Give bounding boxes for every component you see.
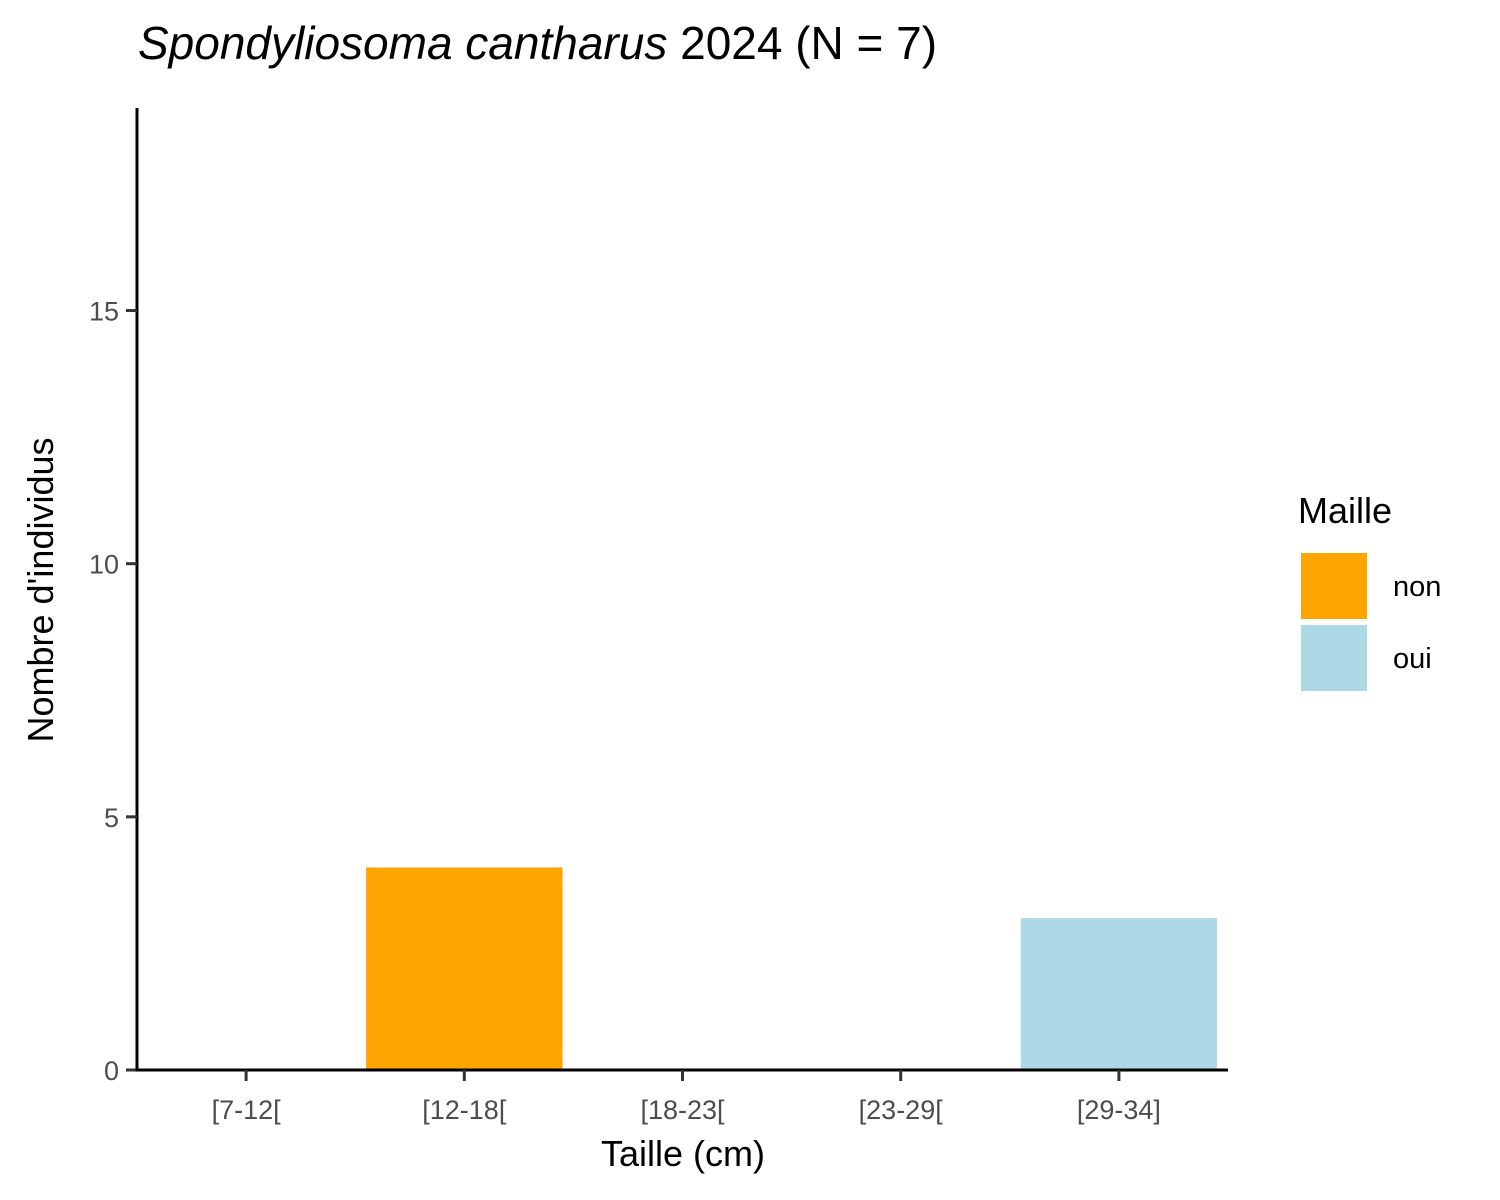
x-tick-label-3: [23-29[ [859, 1095, 944, 1125]
x-tick-label-0: [7-12[ [212, 1095, 282, 1125]
legend-label-non: non [1393, 571, 1441, 603]
x-tick-label-2: [18-23[ [640, 1095, 725, 1125]
chart-title-suffix: 2024 (N = 7) [667, 17, 938, 69]
legend-key-oui [1301, 625, 1367, 691]
chart-title: Spondyliosoma cantharus 2024 (N = 7) [138, 16, 937, 70]
bar-non-1 [366, 867, 563, 1070]
x-tick-label-1: [12-18[ [422, 1095, 507, 1125]
y-tick-label-10: 10 [89, 550, 119, 580]
x-tick-label-4: [29-34] [1077, 1095, 1161, 1125]
chart-title-species: Spondyliosoma cantharus [138, 17, 668, 69]
legend-key-non [1301, 553, 1367, 619]
bar-oui-4 [1020, 918, 1218, 1070]
x-axis: [7-12[ [12-18[ [18-23[ [23-29[ [29-34] [135, 1068, 1228, 1125]
y-tick-label-0: 0 [104, 1056, 119, 1086]
legend-label-oui: oui [1393, 643, 1432, 675]
y-axis-title: Nombre d'individus [20, 437, 61, 742]
y-axis: 0 5 10 15 [89, 108, 139, 1086]
x-axis-title: Taille (cm) [601, 1133, 765, 1174]
bars-layer [366, 867, 1218, 1070]
y-tick-label-5: 5 [104, 803, 119, 833]
y-tick-label-15: 15 [89, 297, 119, 327]
legend: Maille non oui [1298, 490, 1441, 691]
legend-title: Maille [1298, 490, 1392, 531]
